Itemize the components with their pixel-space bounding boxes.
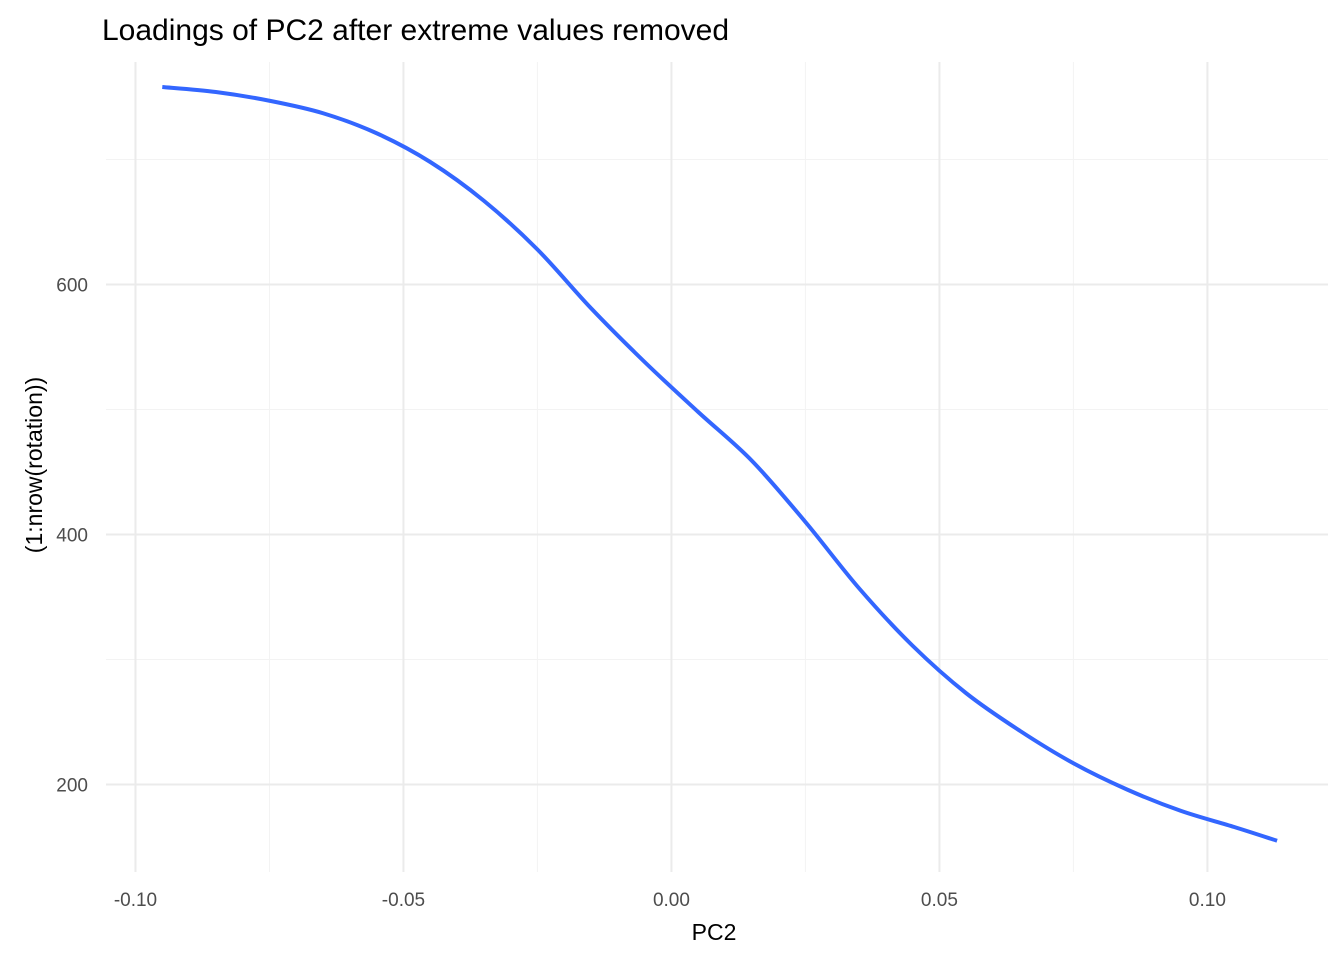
chart-title: Loadings of PC2 after extreme values rem… <box>102 14 729 47</box>
series-layer <box>162 85 1278 843</box>
x-tick-label: -0.05 <box>382 890 425 911</box>
x-tick-label: 0.05 <box>921 890 958 911</box>
y-axis-title: (1:nrow(rotation)) <box>21 377 47 553</box>
y-tick-label: 400 <box>56 526 88 547</box>
x-tick-label: 0.10 <box>1189 890 1226 911</box>
x-axis-ticks: -0.10 -0.05 0.00 0.05 0.10 <box>114 890 1226 911</box>
y-tick-label: 600 <box>56 276 88 297</box>
x-tick-label: -0.10 <box>114 890 157 911</box>
x-tick-label: 0.00 <box>653 890 690 911</box>
grid <box>106 62 1328 872</box>
y-axis-ticks: 200 400 600 <box>56 276 88 797</box>
x-axis-title: PC2 <box>692 919 737 945</box>
y-tick-label: 200 <box>56 776 88 797</box>
series-line <box>162 85 1278 843</box>
